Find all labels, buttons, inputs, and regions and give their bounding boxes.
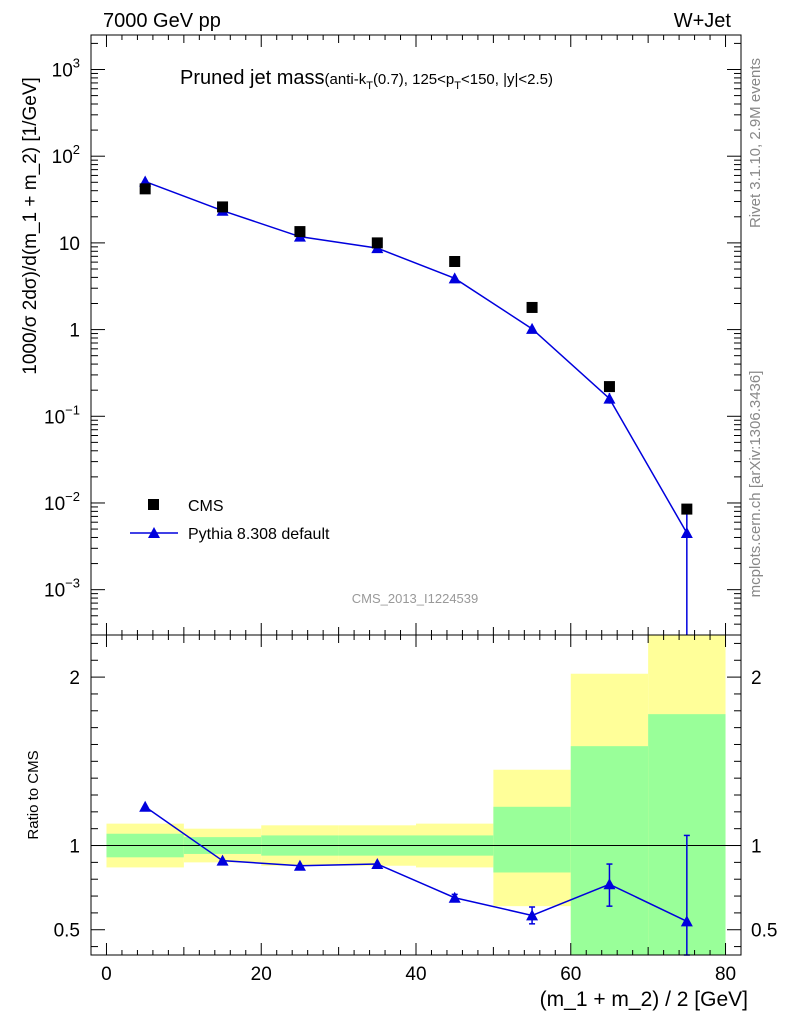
band-inner-6 (570, 746, 649, 955)
ratio-ylabel: Ratio to CMS (25, 750, 42, 839)
main-ylabel: 1000/σ 2dσ)/d(m_1 + m_2) [1/GeV] (20, 77, 41, 375)
pythia-ratio-point (139, 800, 152, 812)
analysis-id: CMS_2013_I1224539 (352, 591, 479, 606)
ratio-y-tick-label-left: 0.5 (54, 921, 80, 942)
header-left: 7000 GeV pp (103, 10, 221, 32)
pythia-main-point (526, 322, 539, 334)
ratio-y-tick-label-left: 2 (69, 668, 80, 689)
cms-data-point (681, 503, 693, 515)
pythia-ratio-point (526, 909, 539, 921)
ratio-y-tick-label-right: 1 (751, 837, 762, 858)
header-right: W+Jet (674, 10, 732, 32)
legend-pythia-label: Pythia 8.308 default (188, 526, 330, 543)
x-tick-label: 20 (251, 964, 272, 985)
cms-data-point (603, 381, 615, 393)
main-y-tick-label: 102 (52, 142, 80, 168)
cms-data-point (526, 301, 538, 313)
mcplots-label: mcplots.cern.ch [arXiv:1306.3436] (747, 371, 764, 598)
pythia-ratio-point (293, 859, 306, 871)
legend-cms-marker (148, 499, 159, 510)
plot-title-detail-mid: (0.7), 125<p (373, 71, 454, 88)
pythia-ratio-point (371, 858, 384, 870)
plot-title-detail-suffix: <150, |y|<2.5) (461, 71, 553, 88)
rivet-label: Rivet 3.1.10, 2.9M events (747, 58, 764, 228)
plot-title-detail-prefix: (anti-k (325, 71, 367, 88)
pythia-ratio-point (603, 878, 616, 890)
legend-pythia-marker (148, 527, 160, 538)
ratio-y-tick-label-right: 2 (751, 668, 762, 689)
pythia-main-point (448, 272, 461, 284)
pythia-ratio-line (144, 806, 688, 922)
main-y-tick-label: 10−2 (44, 489, 80, 515)
main-frame (90, 34, 742, 636)
legend: CMS Pythia 8.308 default (130, 498, 330, 543)
cms-data-point (449, 256, 461, 268)
pythia-ratio-point (448, 891, 461, 903)
ratio-y-tick-label-left: 1 (69, 837, 80, 858)
plot-title: Pruned jet mass(anti-kT(0.7), 125<pT<150… (180, 67, 553, 92)
main-y-tick-label: 10−1 (44, 402, 80, 428)
x-tick-label: 40 (405, 964, 426, 985)
pythia-main-line (144, 180, 688, 534)
plot-title-sub1: T (366, 80, 373, 92)
plot-title-main: Pruned jet mass (180, 67, 325, 89)
pythia-ratio-point (216, 854, 229, 866)
pythia-ratio-point (680, 915, 693, 927)
cms-data-point (139, 183, 151, 195)
plot-title-sub2: T (454, 80, 461, 92)
ratio-y-tick-label-right: 0.5 (751, 921, 777, 942)
pythia-main-point (680, 527, 693, 539)
x-tick-label: 0 (101, 964, 112, 985)
legend-cms-label: CMS (188, 498, 224, 515)
cms-data-point (217, 201, 229, 213)
x-axis-title: (m_1 + m_2) / 2 [GeV] (540, 988, 748, 1011)
main-y-tick-label: 1 (69, 321, 80, 342)
main-y-tick-label: 103 (52, 55, 80, 81)
pythia-main-point (603, 392, 616, 404)
x-tick-label: 80 (715, 964, 736, 985)
main-y-tick-label: 10 (59, 234, 80, 255)
main-y-tick-label: 10−3 (44, 576, 80, 602)
cms-data-point (294, 226, 306, 238)
band-inner-5 (493, 806, 571, 873)
x-tick-label: 60 (560, 964, 581, 985)
cms-data-point (371, 237, 383, 249)
